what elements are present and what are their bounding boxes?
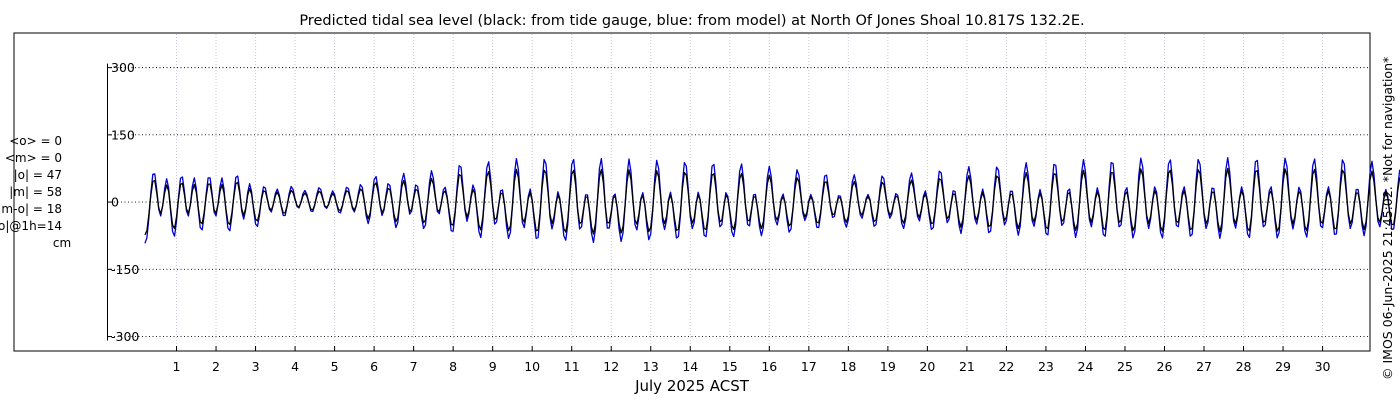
x-tick-label: 6 (370, 359, 378, 374)
x-tick-label: 7 (410, 359, 418, 374)
x-tick-label: 27 (1196, 359, 1212, 374)
x-tick-label: 4 (291, 359, 299, 374)
x-tick-label: 28 (1236, 359, 1252, 374)
x-tick-label: 21 (959, 359, 975, 374)
x-tick-label: 16 (761, 359, 777, 374)
chart-title: Predicted tidal sea level (black: from t… (299, 13, 1084, 29)
footer-note: © IMOS 06-Jun-2025 21:45:02. *Not for na… (1380, 57, 1395, 380)
y-tick-label: -300 (111, 329, 139, 344)
x-tick-label: 26 (1157, 359, 1173, 374)
x-tick-label: 10 (524, 359, 540, 374)
x-tick-label: 15 (722, 359, 738, 374)
stat-mean-obs: <o> = 0 (9, 134, 62, 148)
stat-abs-diff-1h: |m-o|@1h=14 (0, 219, 62, 233)
x-tick-label: 18 (840, 359, 856, 374)
x-tick-label: 14 (682, 359, 698, 374)
x-tick-label: 23 (1038, 359, 1054, 374)
x-tick-label: 13 (643, 359, 659, 374)
x-tick-label: 22 (998, 359, 1014, 374)
x-tick-label: 5 (331, 359, 339, 374)
x-tick-label: 17 (801, 359, 817, 374)
x-tick-label: 12 (603, 359, 619, 374)
x-tick-label: 25 (1117, 359, 1133, 374)
x-tick-label: 30 (1315, 359, 1331, 374)
stat-mean-model: <m> = 0 (4, 151, 62, 165)
y-tick-label: -150 (111, 262, 139, 277)
stat-unit: cm (52, 236, 72, 250)
y-tick-label: 300 (111, 60, 135, 75)
x-tick-label: 2 (212, 359, 220, 374)
x-tick-label: 8 (449, 359, 457, 374)
x-tick-label: 29 (1275, 359, 1291, 374)
x-tick-label: 19 (880, 359, 896, 374)
x-tick-label: 20 (919, 359, 935, 374)
y-tick-label: 0 (111, 195, 119, 210)
stat-abs-obs: |o| = 47 (13, 168, 62, 182)
stat-abs-diff: |m-o| = 18 (0, 202, 62, 216)
stat-abs-model: |m| = 58 (9, 185, 62, 199)
x-tick-label: 9 (489, 359, 497, 374)
x-tick-label: 1 (173, 359, 181, 374)
x-tick-label: 24 (1078, 359, 1094, 374)
x-tick-label: 3 (252, 359, 260, 374)
series-line-tide-gauge (144, 167, 1400, 236)
x-tick-label: 11 (564, 359, 580, 374)
y-tick-label: 150 (111, 127, 135, 142)
x-axis-label: July 2025 ACST (634, 377, 750, 395)
